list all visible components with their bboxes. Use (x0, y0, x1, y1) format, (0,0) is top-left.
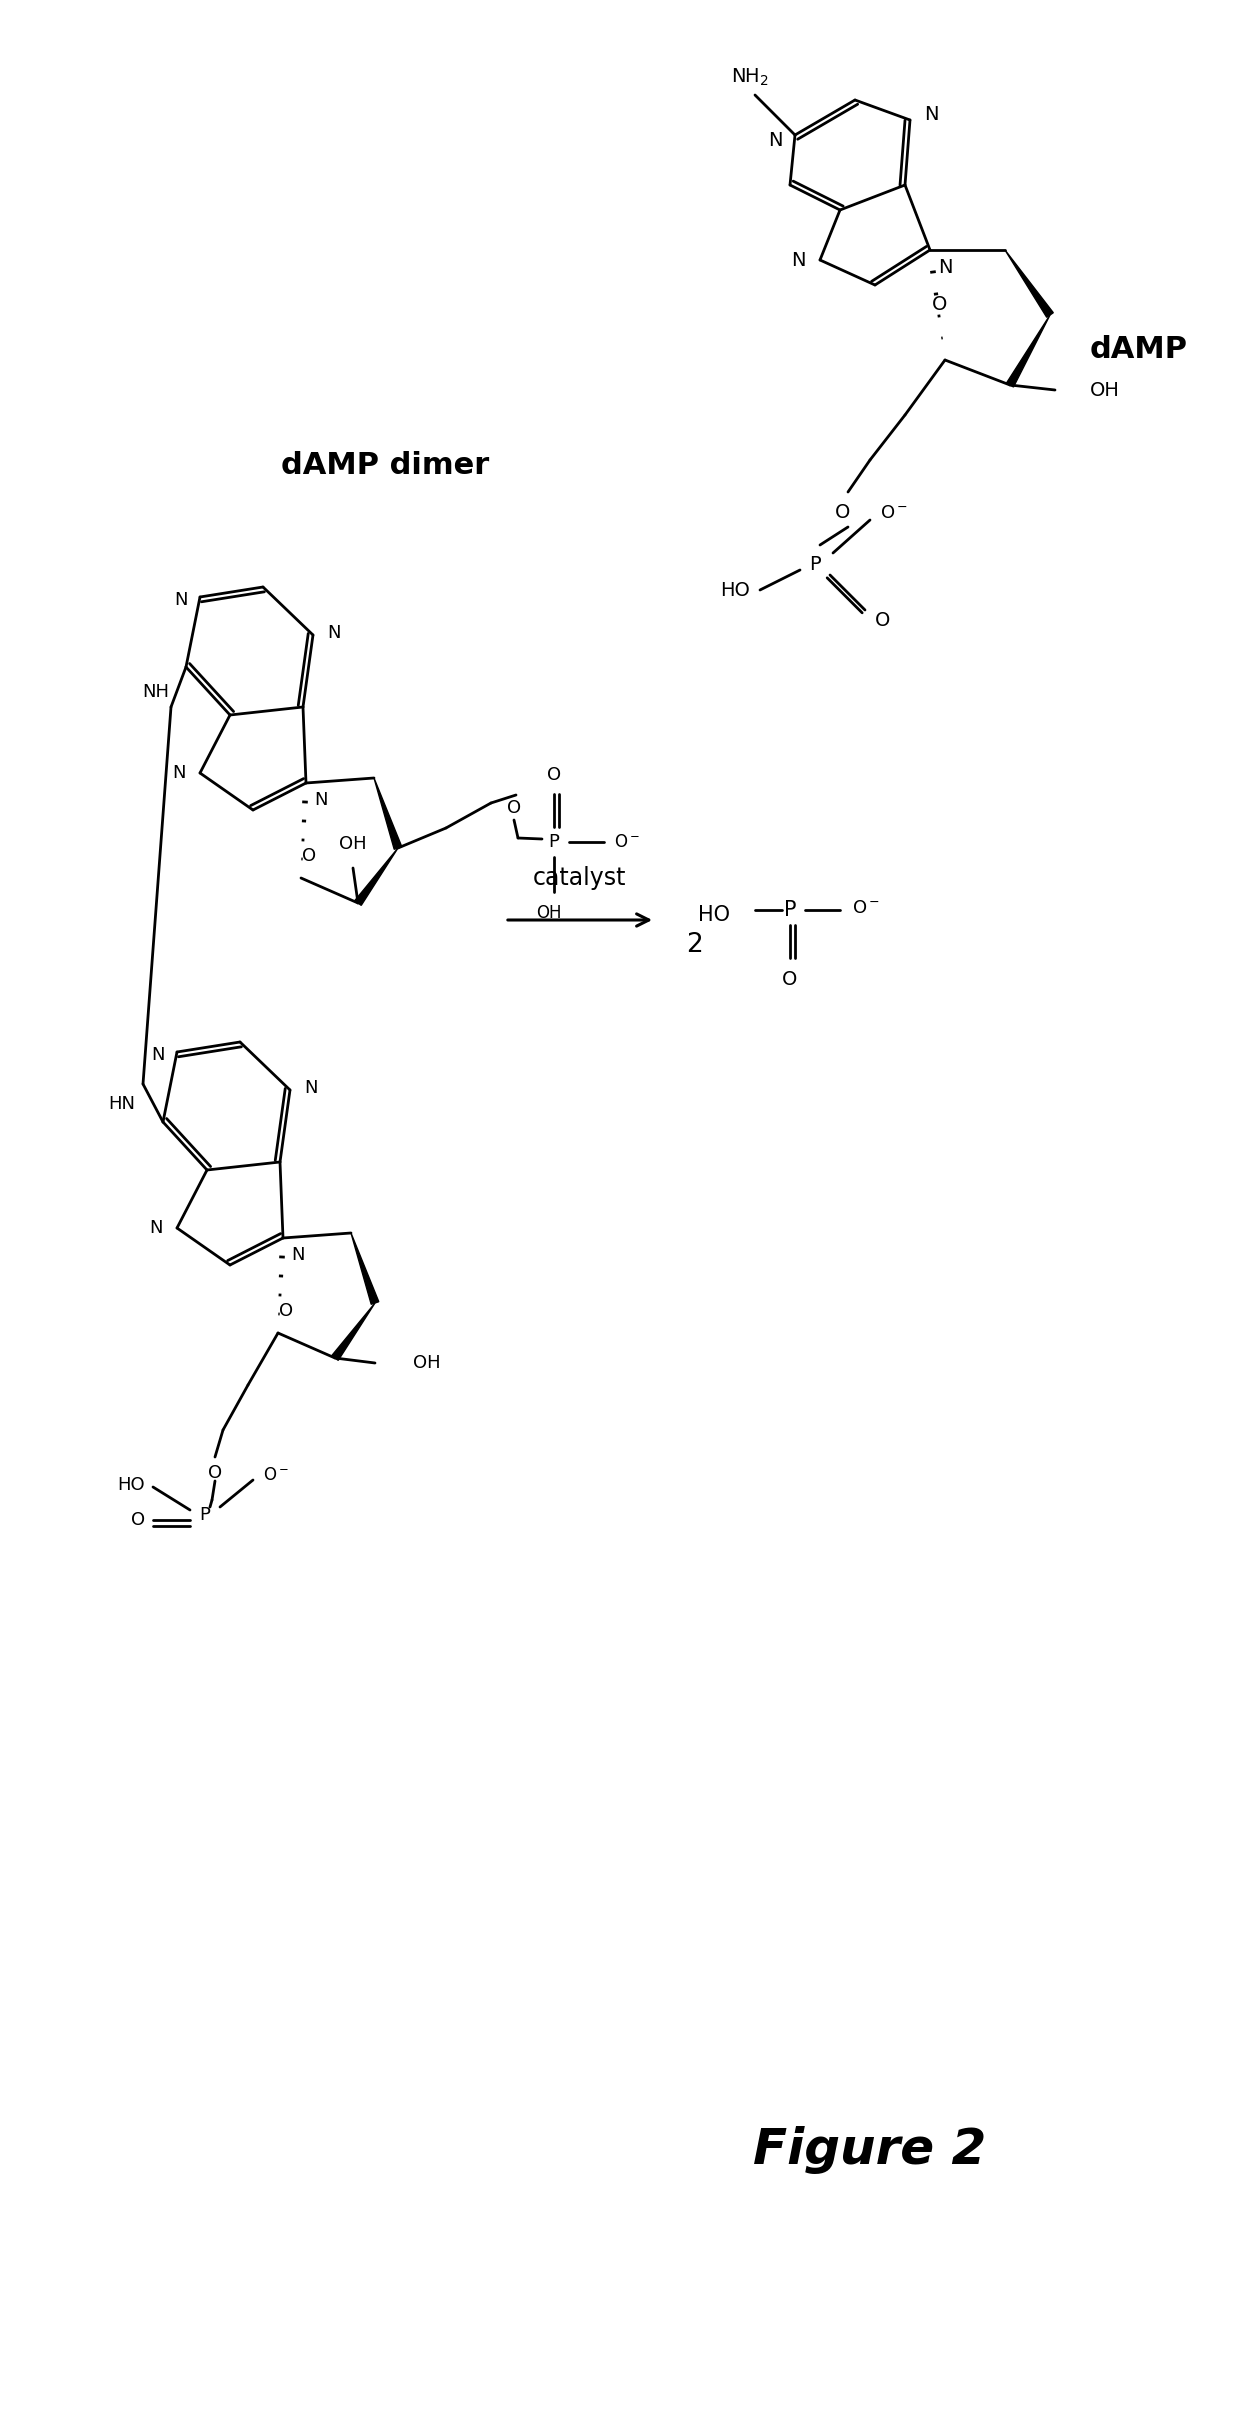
Text: HO: HO (118, 1476, 145, 1493)
Text: P: P (784, 899, 796, 921)
Text: dAMP dimer: dAMP dimer (281, 451, 489, 480)
Text: O: O (301, 846, 316, 865)
Polygon shape (374, 778, 402, 848)
Text: O: O (547, 766, 560, 783)
Polygon shape (1004, 250, 1053, 318)
Text: O: O (782, 970, 797, 989)
Text: HN: HN (108, 1096, 135, 1113)
Text: Figure 2: Figure 2 (754, 2126, 987, 2174)
Text: N: N (291, 1246, 305, 1263)
Text: dAMP: dAMP (1090, 335, 1188, 364)
Text: O: O (875, 611, 890, 630)
Text: O$^-$: O$^-$ (852, 899, 880, 916)
Text: OH: OH (340, 834, 367, 853)
Text: O: O (279, 1302, 293, 1321)
Text: O: O (507, 800, 521, 817)
Text: O: O (208, 1464, 222, 1481)
Text: NH$_2$: NH$_2$ (732, 65, 769, 87)
Text: O: O (932, 296, 947, 315)
Text: N: N (327, 623, 341, 642)
Polygon shape (351, 1234, 378, 1304)
Text: N: N (314, 790, 327, 810)
Text: O$^-$: O$^-$ (263, 1467, 289, 1483)
Text: N: N (769, 131, 782, 150)
Text: OH: OH (536, 904, 562, 921)
Polygon shape (332, 1304, 374, 1360)
Text: N: N (151, 1047, 165, 1064)
Text: OH: OH (1090, 381, 1120, 400)
Text: NH: NH (143, 684, 170, 701)
Text: P: P (200, 1505, 211, 1525)
Text: O$^-$: O$^-$ (614, 834, 640, 851)
Text: N: N (175, 591, 188, 608)
Text: N: N (924, 107, 939, 124)
Text: N: N (304, 1079, 317, 1098)
Text: HO: HO (698, 904, 730, 926)
Polygon shape (355, 848, 398, 904)
Text: HO: HO (720, 579, 750, 599)
Text: N: N (172, 764, 186, 783)
Text: OH: OH (413, 1355, 440, 1372)
Text: N: N (791, 250, 806, 269)
Text: O: O (836, 502, 851, 521)
Text: P: P (810, 555, 821, 574)
Text: O$^-$: O$^-$ (880, 504, 908, 521)
Text: N: N (150, 1219, 162, 1236)
Text: N: N (937, 257, 952, 276)
Text: O: O (131, 1510, 145, 1530)
Text: 2: 2 (687, 931, 703, 957)
Polygon shape (1007, 315, 1050, 388)
Text: catalyst: catalyst (533, 865, 626, 890)
Text: P: P (548, 834, 559, 851)
